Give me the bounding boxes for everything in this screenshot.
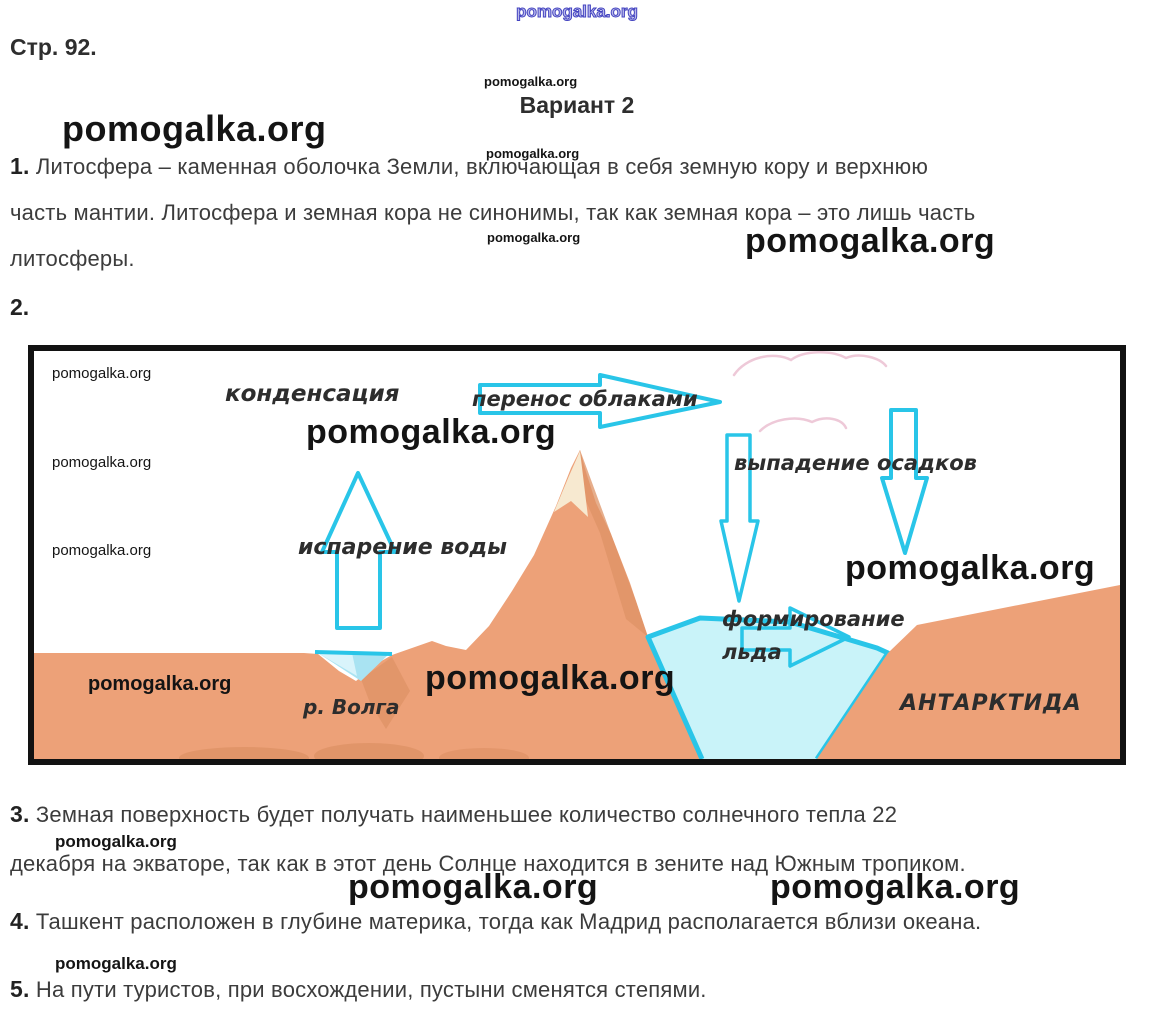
watermark: pomogalka.org bbox=[52, 542, 152, 559]
answer-3-text-1: Земная поверхность будет получать наимен… bbox=[35, 802, 898, 827]
precipitation-arrow-icon bbox=[880, 408, 929, 555]
antarctica-ground bbox=[817, 585, 1120, 759]
watermark-top-blue: pomogalka.org bbox=[516, 2, 639, 22]
watermark: pomogalka.org bbox=[425, 659, 676, 697]
watermark: pomogalka.org bbox=[52, 365, 152, 382]
watermark: pomogalka.org bbox=[55, 832, 177, 851]
answer-1-line-3: литосферы. bbox=[10, 246, 135, 271]
evaporation-arrow-icon bbox=[320, 471, 397, 630]
answer-1-line-1: 1. Литосфера – каменная оболочка Земли, … bbox=[10, 153, 928, 180]
water-cycle-illustration bbox=[34, 351, 1120, 759]
answer-5-text: На пути туристов, при восхождении, пусты… bbox=[35, 977, 707, 1002]
ice-formation-label-line2: льда bbox=[722, 640, 782, 664]
watermark: pomogalka.org bbox=[306, 413, 557, 451]
watermark: pomogalka.org bbox=[770, 868, 1021, 906]
answer-1-line-2: часть мантии. Литосфера и земная кора не… bbox=[10, 200, 976, 225]
ice-formation-arrow-icon bbox=[740, 606, 851, 668]
answer-5-line: 5. На пути туристов, при восхождении, пу… bbox=[10, 976, 707, 1003]
answer-1-text-1: Литосфера – каменная оболочка Земли, вкл… bbox=[35, 154, 929, 179]
condensation-label: конденсация bbox=[225, 381, 400, 407]
cloud-icon bbox=[758, 417, 848, 433]
watermark: pomogalka.org bbox=[62, 108, 327, 149]
cloud-transport-label: перенос облаками bbox=[472, 387, 698, 411]
river-water-edge bbox=[314, 650, 393, 656]
ice-formation-label-line1: формирование bbox=[722, 607, 905, 631]
answer-3-line-1: 3. Земная поверхность будет получать наи… bbox=[10, 801, 897, 828]
watermark: pomogalka.org bbox=[845, 549, 1096, 587]
answer-4-line: 4. Ташкент расположен в глубине материка… bbox=[10, 908, 981, 935]
river-valley-shadow bbox=[361, 657, 410, 729]
watermark: pomogalka.org bbox=[486, 146, 580, 161]
watermark: pomogalka.org bbox=[55, 954, 177, 973]
river-volga-label: р. Волга bbox=[303, 695, 400, 719]
precipitation-arrow-icon bbox=[719, 433, 760, 603]
snowcap bbox=[554, 451, 588, 517]
answer-3-line-2: декабря на экваторе, так как в этот день… bbox=[10, 851, 966, 876]
ground-shadow bbox=[439, 748, 529, 759]
answer-4-text: Ташкент расположен в глубине материка, т… bbox=[35, 909, 982, 934]
mountain-and-left-ground bbox=[34, 450, 707, 759]
precipitation-label: выпадение осадков bbox=[734, 451, 977, 475]
watermark: pomogalka.org bbox=[88, 673, 232, 695]
river-water-highlight bbox=[318, 653, 357, 676]
answer-1-number: 1. bbox=[10, 153, 30, 179]
watermark: pomogalka.org bbox=[487, 230, 581, 245]
answer-3-number: 3. bbox=[10, 801, 30, 827]
answer-5-number: 5. bbox=[10, 976, 30, 1002]
watermark: pomogalka.org bbox=[484, 74, 578, 89]
ground-shadow bbox=[314, 743, 424, 759]
page-number: Стр. 92. bbox=[10, 34, 97, 60]
answer-4-number: 4. bbox=[10, 908, 30, 934]
watermark: pomogalka.org bbox=[348, 868, 599, 906]
cloud-transport-arrow-icon bbox=[478, 373, 722, 429]
glacier bbox=[648, 618, 888, 759]
cloud-icon bbox=[732, 351, 888, 377]
watermark: pomogalka.org bbox=[745, 222, 996, 260]
ground-shadow bbox=[179, 747, 309, 759]
antarctica-label: АНТАРКТИДА bbox=[900, 691, 1082, 716]
evaporation-label: испарение воды bbox=[298, 535, 508, 560]
watermark: pomogalka.org bbox=[52, 454, 152, 471]
water-cycle-diagram: pomogalka.org pomogalka.org pomogalka.or… bbox=[28, 345, 1126, 765]
mountain-shadow bbox=[573, 450, 648, 637]
answer-2-number: 2. bbox=[10, 294, 30, 320]
variant-title: Вариант 2 bbox=[519, 92, 635, 118]
